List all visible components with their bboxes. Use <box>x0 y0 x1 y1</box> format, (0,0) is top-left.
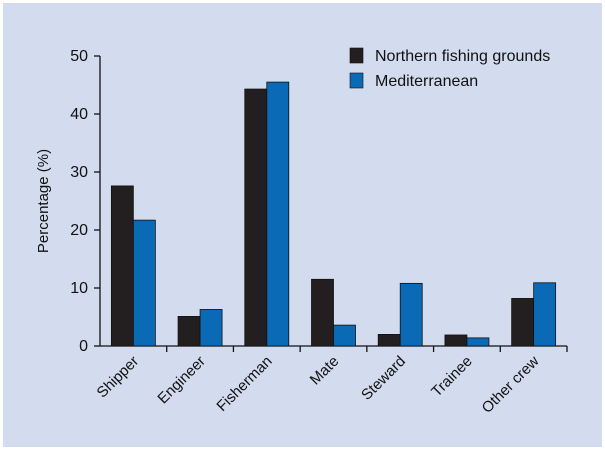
bar-trainee-mediterranean <box>466 337 490 347</box>
bars <box>110 81 557 347</box>
bar-other-crew-northern <box>511 298 535 347</box>
bar-engineer-mediterranean <box>199 309 223 347</box>
bar-trainee-northern <box>444 334 468 347</box>
x-tick-label: Engineer <box>154 353 208 407</box>
bar-fisherman-mediterranean <box>266 81 290 347</box>
y-tick-label: 0 <box>79 338 88 355</box>
bar-shipper-northern <box>110 185 134 347</box>
x-tick-label: Other crew <box>479 353 543 417</box>
legend-swatch <box>349 47 364 64</box>
legend-label: Mediterranean <box>375 73 478 90</box>
legend-swatch <box>349 72 364 89</box>
x-tick-label: Steward <box>358 353 409 404</box>
y-tick-label: 20 <box>70 222 88 239</box>
chart-panel <box>3 3 602 447</box>
y-tick-label: 50 <box>70 48 88 65</box>
bar-mate-mediterranean <box>333 324 356 347</box>
bar-steward-northern <box>377 333 401 347</box>
bar-fisherman-northern <box>244 88 268 347</box>
y-tick-label: 10 <box>70 280 88 297</box>
bar-steward-mediterranean <box>399 282 423 347</box>
legend: Northern fishing grounds Mediterranean <box>349 47 550 90</box>
y-tick-label: 40 <box>70 106 88 123</box>
bar-other-crew-mediterranean <box>533 282 557 347</box>
y-axis-label: Percentage (%) <box>35 149 52 253</box>
x-tick-label: Trainee <box>428 353 476 401</box>
y-tick-label: 30 <box>70 164 88 181</box>
x-tick-label: Fisherman <box>213 353 275 415</box>
legend-label: Northern fishing grounds <box>375 48 550 65</box>
bar-engineer-northern <box>177 316 201 347</box>
bar-mate-northern <box>311 278 334 347</box>
bar-shipper-mediterranean <box>132 219 156 347</box>
x-tick-label: Mate <box>307 353 343 389</box>
x-tick-label: Shipper <box>94 353 143 402</box>
